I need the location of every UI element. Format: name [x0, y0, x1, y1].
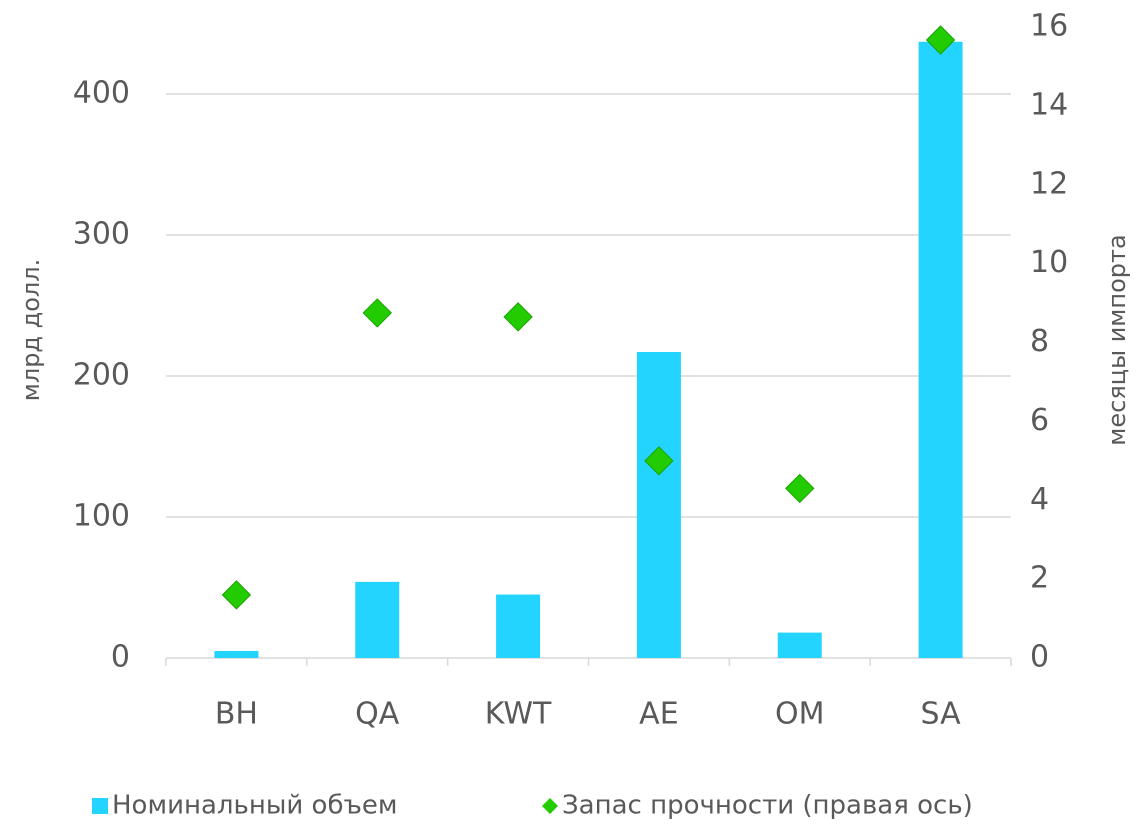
y-tick-label: 100 [73, 498, 130, 533]
legend-swatch [542, 798, 558, 814]
y2-tick-label: 16 [1030, 9, 1068, 44]
x-tick-label: BH [215, 697, 258, 732]
x-tick-label: SA [921, 697, 962, 732]
marker [925, 25, 956, 55]
bar [214, 650, 259, 658]
y2-tick-label: 10 [1030, 245, 1068, 280]
marker [785, 473, 815, 504]
x-tick-label: AE [639, 697, 678, 732]
y-tick-label: 300 [73, 216, 130, 251]
x-tick-label: QA [355, 697, 400, 732]
marker [221, 580, 252, 610]
x-tick-label: OM [775, 697, 825, 732]
bar [918, 41, 963, 658]
y2-tick-label: 14 [1030, 87, 1068, 122]
y2-tick-label: 8 [1030, 324, 1049, 359]
bar [355, 581, 400, 658]
marker [362, 298, 392, 328]
y2-tick-label: 0 [1030, 640, 1049, 675]
bar [636, 352, 681, 658]
legend-swatch [92, 798, 108, 814]
y2-tick-label: 2 [1030, 561, 1049, 596]
bar [777, 632, 822, 658]
y2-tick-label: 6 [1030, 403, 1049, 438]
x-tick-label: KWT [485, 697, 552, 732]
y-tick-label: 0 [111, 640, 130, 675]
y-tick-label: 400 [73, 75, 130, 110]
legend-label: Запас прочности (правая ось) [562, 791, 973, 821]
y-tick-label: 200 [73, 357, 130, 392]
marker [644, 446, 674, 476]
legend-label: Номинальный объем [112, 791, 397, 821]
y2-tick-label: 4 [1030, 482, 1049, 517]
marker [503, 302, 533, 332]
bar [496, 594, 541, 658]
y2-tick-label: 12 [1030, 166, 1068, 201]
y2-axis-title: месяцы импорта [1103, 234, 1131, 445]
y-axis-title: млрд долл. [17, 259, 45, 402]
